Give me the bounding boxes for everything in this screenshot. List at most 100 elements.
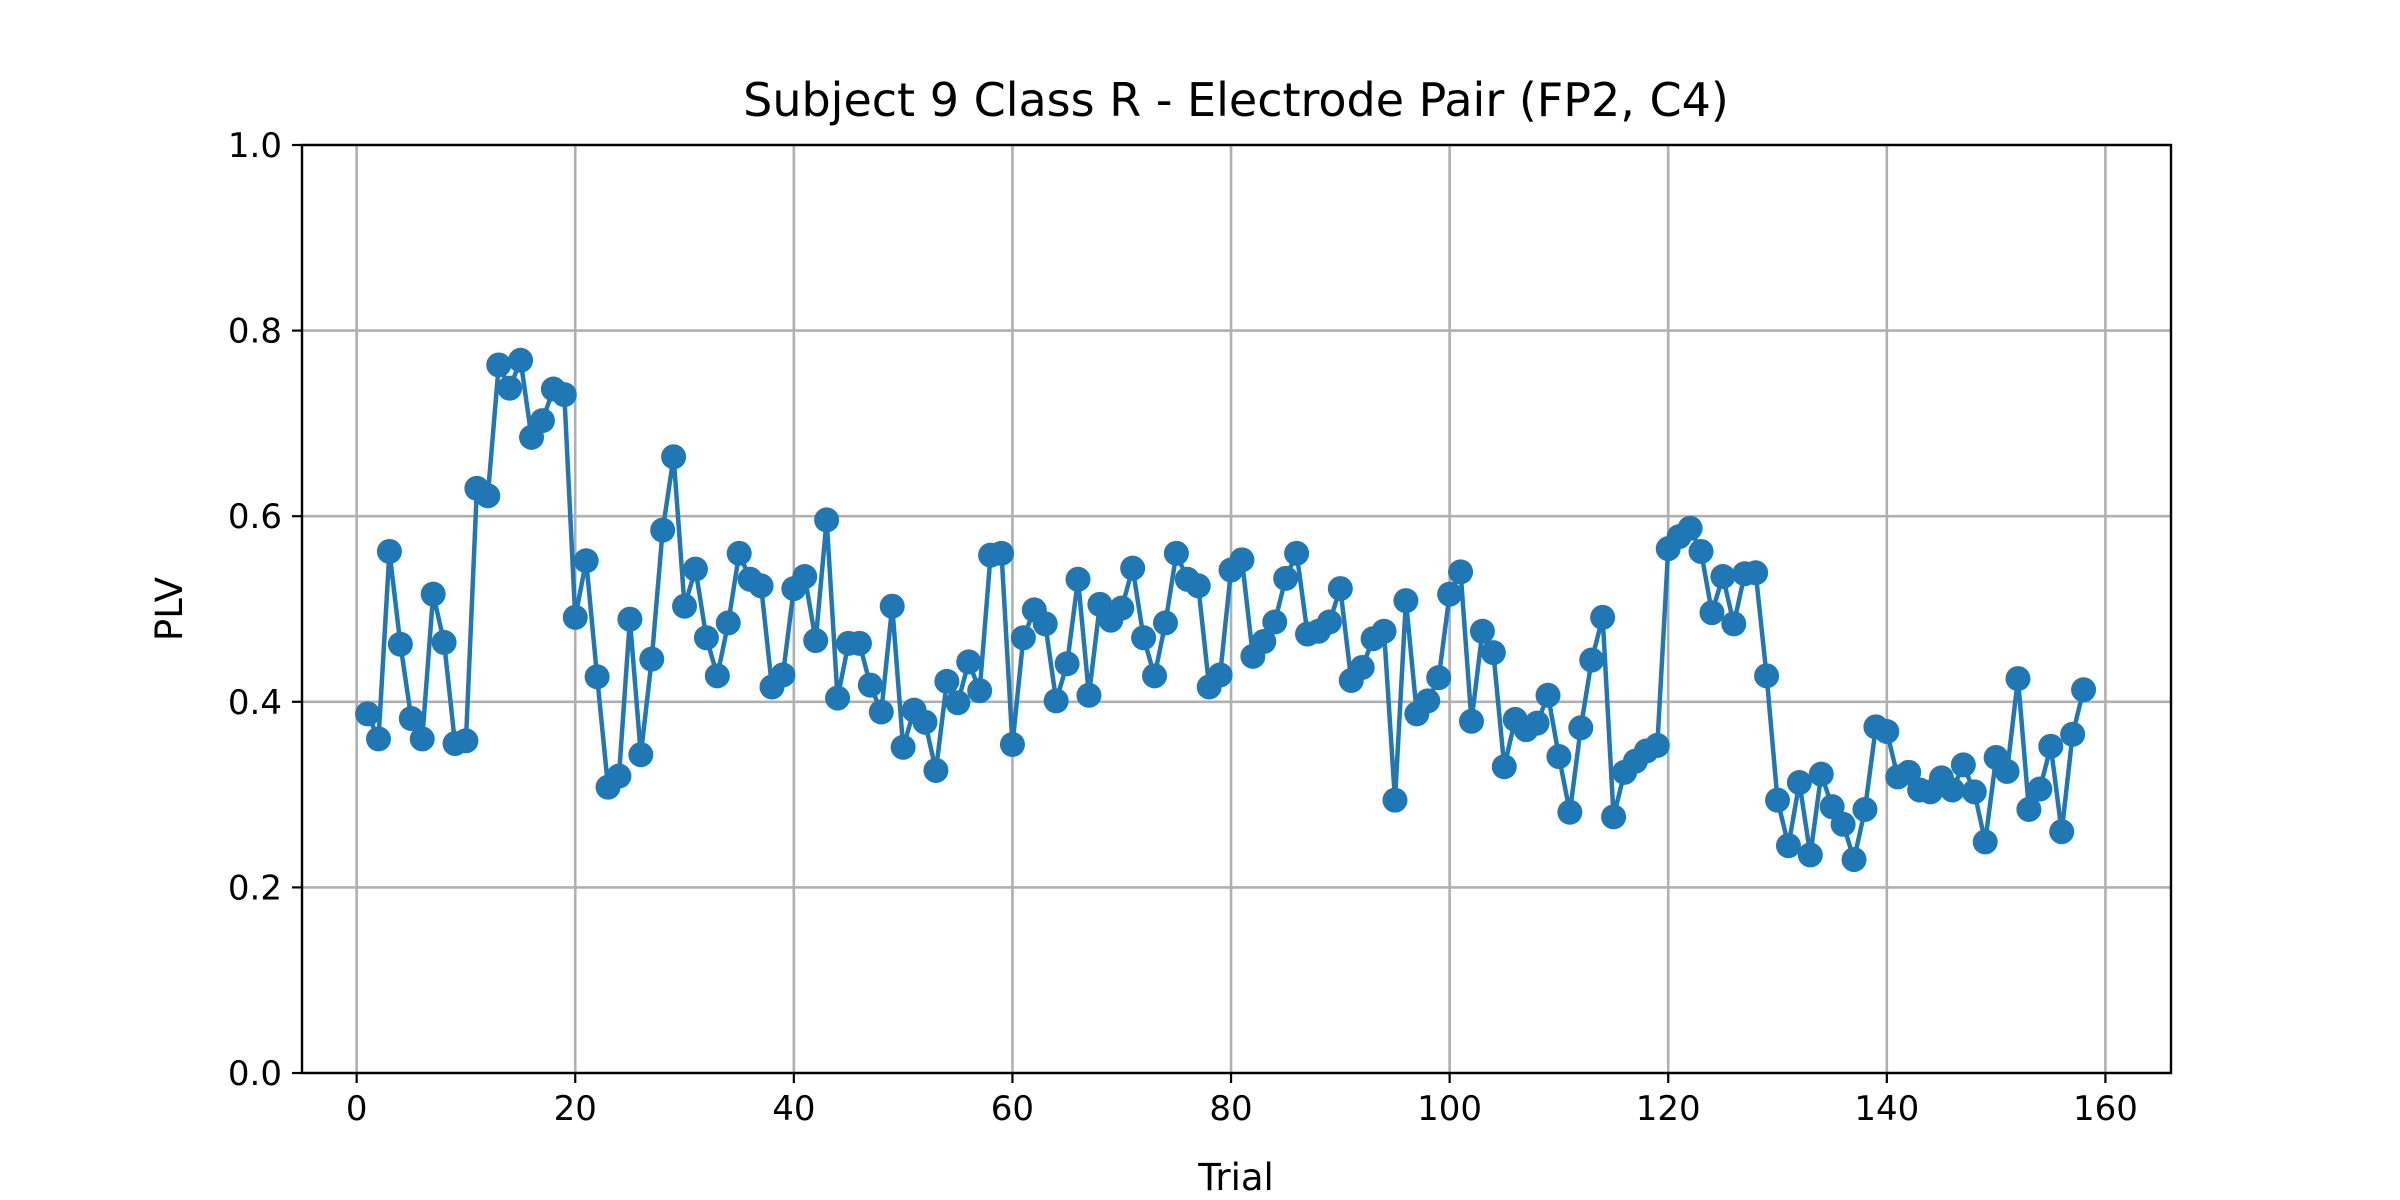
x-tick-label: 140: [1854, 1089, 1919, 1129]
data-point: [1316, 609, 1342, 635]
data-point: [1349, 654, 1375, 680]
data-point: [1590, 604, 1616, 630]
data-point: [376, 538, 402, 564]
data-point: [453, 728, 479, 754]
data-point: [868, 699, 894, 725]
data-point: [770, 662, 796, 688]
data-point: [1972, 829, 1998, 855]
data-point: [1207, 662, 1233, 688]
data-point: [1579, 647, 1605, 673]
x-tick-label: 100: [1417, 1089, 1482, 1129]
data-point: [551, 382, 577, 408]
data-point: [661, 444, 687, 470]
data-point: [1185, 573, 1211, 599]
data-point: [1644, 732, 1670, 758]
y-tick-label: 0.0: [228, 1054, 282, 1094]
y-tick-label: 0.2: [228, 868, 282, 908]
data-point: [387, 631, 413, 657]
data-point: [2038, 733, 2064, 759]
data-point: [2071, 677, 2097, 703]
data-point: [1568, 715, 1594, 741]
data-point: [945, 690, 971, 716]
y-tick-label: 0.6: [228, 497, 282, 537]
x-tick-label: 20: [554, 1089, 597, 1129]
data-point: [934, 668, 960, 694]
data-point: [792, 564, 818, 590]
data-point: [639, 646, 665, 672]
data-point: [1841, 847, 1867, 873]
data-point: [529, 408, 555, 434]
data-point: [1546, 744, 1572, 770]
data-point: [1262, 609, 1288, 635]
data-point: [1458, 708, 1484, 734]
data-point: [1786, 770, 1812, 796]
data-point: [825, 685, 851, 711]
data-point: [2005, 666, 2031, 692]
data-point: [2049, 819, 2075, 845]
data-point: [617, 606, 643, 632]
data-point: [1065, 566, 1091, 592]
data-point: [366, 726, 392, 752]
data-point: [2016, 796, 2042, 822]
data-point: [1109, 595, 1135, 621]
data-point: [2027, 776, 2053, 802]
data-point: [1950, 752, 1976, 778]
data-point: [672, 593, 698, 619]
data-point: [1557, 799, 1583, 825]
data-point: [1874, 719, 1900, 744]
data-point: [1710, 564, 1736, 590]
data-point: [1273, 565, 1299, 591]
y-axis-label: PLV: [148, 577, 191, 641]
data-point: [1830, 811, 1856, 837]
data-point: [1131, 625, 1157, 651]
x-tick-label: 0: [346, 1089, 368, 1129]
data-point: [803, 628, 829, 654]
data-point: [693, 625, 719, 651]
data-point: [704, 663, 730, 689]
data-point: [1535, 682, 1561, 708]
x-tick-label: 120: [1636, 1089, 1701, 1129]
data-point: [967, 678, 993, 704]
data-point: [355, 701, 381, 727]
data-point: [1382, 787, 1408, 813]
data-point: [1601, 804, 1627, 830]
data-point: [846, 630, 872, 656]
data-point: [1251, 628, 1277, 654]
x-tick-label: 160: [2073, 1089, 2138, 1129]
data-point: [1327, 576, 1353, 602]
data-point: [1480, 640, 1506, 666]
data-point: [1808, 761, 1834, 787]
data-point: [1163, 540, 1189, 566]
data-point: [1491, 754, 1517, 780]
data-point: [1765, 787, 1791, 813]
data-point: [508, 347, 534, 373]
data-point: [1677, 515, 1703, 541]
data-point: [1120, 555, 1146, 581]
data-point: [1721, 611, 1747, 637]
data-point: [1426, 665, 1452, 691]
data-point: [1524, 710, 1550, 736]
x-tick-label: 80: [1209, 1089, 1252, 1129]
data-point: [1961, 779, 1987, 805]
data-point: [726, 540, 752, 566]
data-point: [715, 610, 741, 636]
data-point: [1010, 625, 1036, 651]
data-point: [748, 573, 774, 599]
data-point: [1371, 618, 1397, 644]
data-point: [879, 593, 905, 619]
data-point: [1448, 559, 1474, 585]
data-point: [1852, 796, 1878, 822]
data-point: [650, 517, 676, 543]
data-point: [486, 352, 512, 378]
data-point: [1393, 588, 1419, 614]
x-axis-ticks: 0 20 40 60 80 100 120 140 160: [346, 1073, 2138, 1129]
data-point: [890, 734, 916, 760]
data-point: [1437, 581, 1463, 607]
data-point: [2060, 721, 2086, 747]
data-point: [1939, 777, 1965, 803]
data-point: [584, 664, 610, 690]
data-point: [857, 672, 883, 698]
data-point: [1994, 758, 2020, 784]
data-point: [1229, 547, 1255, 573]
data-point: [497, 375, 523, 401]
